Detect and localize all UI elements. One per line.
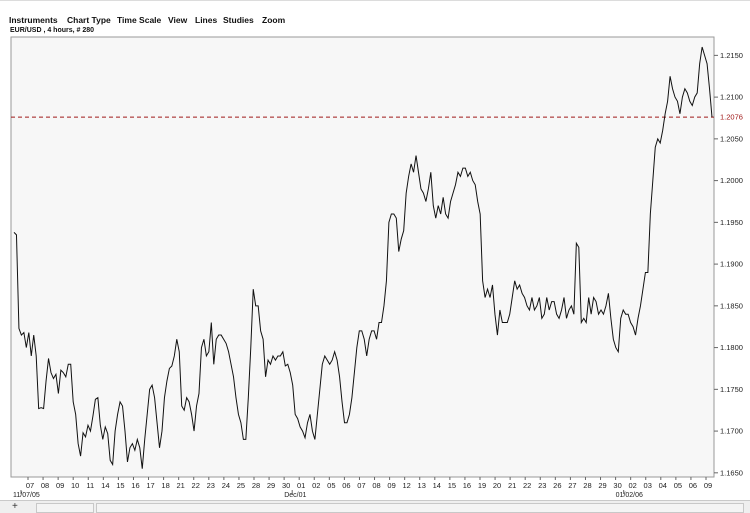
x-tick-label: 20 — [493, 481, 501, 490]
x-tick-label: 29 — [598, 481, 606, 490]
x-tick-label: 06 — [689, 481, 697, 490]
x-tick-label: 07 — [357, 481, 365, 490]
x-tick-label: 21 — [508, 481, 516, 490]
x-tick-label: 12 — [402, 481, 410, 490]
x-tick-label: 27 — [568, 481, 576, 490]
x-tick-label: 16 — [463, 481, 471, 490]
x-tick-label: 14 — [101, 481, 109, 490]
x-tick-label: 11 — [86, 481, 94, 490]
x-tick-label: 04 — [659, 481, 667, 490]
x-tick-label: 23 — [207, 481, 215, 490]
y-tick-label: 1.1800 — [720, 343, 743, 352]
price-chart[interactable]: 1.2150 1.2100 1.2050 1.2000 1.1950 1.1900 1.18… — [0, 0, 750, 500]
x-group-label: 01/02/06 — [616, 492, 643, 499]
menu-bar: Instruments Chart Type Time Scale View L… — [0, 0, 750, 26]
x-axis: 07 08 09 10 11 14 15 16 17 18 21 22 23 24 25 28 29 30 01 02… — [13, 477, 712, 499]
y-tick-label: 1.2150 — [720, 51, 743, 60]
status-cell — [36, 503, 94, 513]
x-tick-label: 07 — [26, 481, 34, 490]
chart-symbol-label: EUR/USD , 4 hours, # 280 — [10, 27, 95, 34]
price-series-line — [13, 46, 713, 469]
y-tick-label: 1.1950 — [720, 218, 743, 227]
x-group-label: 11/07/05 — [13, 492, 40, 499]
x-tick-label: 17 — [146, 481, 154, 490]
x-group-label: Dec/01 — [284, 492, 306, 499]
y-tick-label: 1.1750 — [720, 385, 743, 394]
x-tick-label: 08 — [372, 481, 380, 490]
x-tick-label: 13 — [418, 481, 426, 490]
x-tick-label: 19 — [478, 481, 486, 490]
x-tick-label: 29 — [267, 481, 275, 490]
x-tick-label: 03 — [644, 481, 652, 490]
x-tick-label: 22 — [523, 481, 531, 490]
y-tick-label: 1.2100 — [720, 93, 743, 102]
menu-time-scale[interactable]: Time Scale — [117, 15, 162, 25]
x-tick-label: 16 — [131, 481, 139, 490]
x-tick-label: 18 — [161, 481, 169, 490]
x-tick-label: 10 — [71, 481, 79, 490]
x-tick-label: 05 — [674, 481, 682, 490]
x-tick-label: 09 — [56, 481, 64, 490]
x-tick-label: 02 — [628, 481, 636, 490]
x-tick-label: 01 — [297, 481, 305, 490]
y-tick-label: 1.2050 — [720, 134, 743, 143]
x-tick-label: 30 — [613, 481, 621, 490]
y-tick-label: 1.1900 — [720, 260, 743, 269]
x-tick-label: 09 — [704, 481, 712, 490]
x-tick-label: 15 — [116, 481, 124, 490]
x-tick-label: 28 — [583, 481, 591, 490]
x-tick-label: 23 — [538, 481, 546, 490]
x-tick-label: 05 — [327, 481, 335, 490]
y-axis: 1.2150 1.2100 1.2050 1.2000 1.1950 1.1900 1.18… — [714, 51, 743, 477]
x-tick-label: 30 — [282, 481, 290, 490]
x-tick-label: 26 — [553, 481, 561, 490]
menu-view[interactable]: View — [168, 15, 188, 25]
x-tick-label: 21 — [176, 481, 184, 490]
x-tick-label: 08 — [41, 481, 49, 490]
menu-instruments[interactable]: Instruments — [9, 15, 58, 25]
x-tick-label: 14 — [433, 481, 441, 490]
y-tick-label: 1.1850 — [720, 301, 743, 310]
crosshair-icon[interactable]: + — [12, 501, 18, 512]
menu-zoom[interactable]: Zoom — [262, 15, 286, 25]
x-tick-label: 22 — [192, 481, 200, 490]
x-tick-label: 06 — [342, 481, 350, 490]
y-tick-label: 1.1700 — [720, 427, 743, 436]
menu-chart-type[interactable]: Chart Type — [67, 15, 111, 25]
x-tick-label: 25 — [237, 481, 245, 490]
x-tick-label: 28 — [252, 481, 260, 490]
x-tick-label: 24 — [222, 481, 230, 490]
x-tick-label: 15 — [448, 481, 456, 490]
x-tick-label: 02 — [312, 481, 320, 490]
status-bar: + — [0, 500, 750, 513]
plot-area[interactable] — [10, 36, 715, 478]
menu-studies[interactable]: Studies — [223, 15, 254, 25]
x-tick-label: 09 — [387, 481, 395, 490]
reference-price-label: 1.2076 — [720, 113, 743, 122]
y-tick-label: 1.1650 — [720, 468, 743, 477]
status-cell-wide — [96, 503, 744, 513]
menu-lines[interactable]: Lines — [195, 15, 218, 25]
y-tick-label: 1.2000 — [720, 176, 743, 185]
